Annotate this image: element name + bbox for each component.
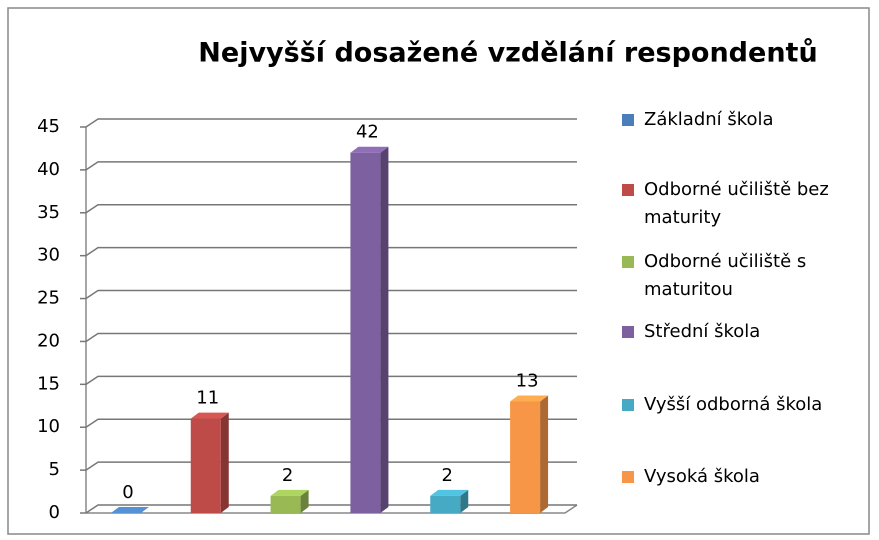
bar-side <box>220 412 229 513</box>
bar <box>350 152 381 513</box>
grid-line <box>85 461 577 471</box>
y-tick-label: 25 <box>37 288 60 309</box>
legend-entry: Vysoká škola <box>622 463 854 491</box>
y-tick-label: 45 <box>37 116 60 137</box>
bar-side <box>380 146 389 513</box>
grid-line <box>85 246 577 257</box>
bar-side <box>300 489 309 513</box>
legend-swatch <box>622 256 634 268</box>
data-label: 2 <box>442 465 453 486</box>
grid-line <box>85 118 577 128</box>
grid-line <box>85 332 577 343</box>
y-tick-label: 0 <box>49 502 60 523</box>
chart-frame <box>7 7 870 535</box>
legend-swatch <box>622 114 634 126</box>
grid-line <box>85 504 577 514</box>
bar <box>190 418 221 513</box>
grid-line <box>85 418 577 428</box>
legend-entry: Vyšší odborná škola <box>622 391 854 419</box>
legend-swatch <box>622 184 634 196</box>
legend-swatch <box>622 326 634 338</box>
floor <box>86 504 578 514</box>
bar <box>510 401 541 513</box>
data-label: 42 <box>356 122 379 143</box>
grid-line <box>85 289 577 300</box>
legend-entry: Střední škola <box>622 318 854 346</box>
legend-entry: Odborné učiliště s maturitou <box>622 248 854 304</box>
y-tick-label: 15 <box>37 373 60 394</box>
legend-label: Vysoká škola <box>644 466 760 487</box>
y-tick-label: 30 <box>37 245 60 266</box>
grid-line <box>85 161 577 171</box>
bar-top <box>110 507 149 513</box>
y-tick-label: 35 <box>37 202 60 223</box>
y-tick-label: 40 <box>37 159 60 180</box>
legend-entry: Odborné učiliště bez maturity <box>622 176 854 232</box>
data-label: 11 <box>196 388 219 409</box>
grid-line <box>85 375 577 385</box>
data-label: 0 <box>122 482 133 503</box>
legend-label: Základní škola <box>644 109 774 130</box>
legend-swatch <box>622 399 634 411</box>
legend-entry: Základní škola <box>622 106 854 134</box>
bar <box>270 495 301 513</box>
chart-title: Nejvyšší dosažené vzdělání respondentů <box>198 38 817 69</box>
bar-top <box>350 146 389 153</box>
bar-side <box>540 395 549 513</box>
legend-label: Vyšší odborná škola <box>644 394 823 415</box>
data-label: 2 <box>282 465 293 486</box>
y-tick-label: 10 <box>37 416 60 437</box>
legend-label: Odborné učiliště bez maturity <box>644 179 829 228</box>
data-label: 13 <box>516 370 539 391</box>
bar-top <box>430 489 469 496</box>
legend-label: Odborné učiliště s maturitou <box>644 251 807 300</box>
y-tick-label: 5 <box>49 459 60 480</box>
bar-side <box>460 489 469 513</box>
legend-swatch <box>622 471 634 483</box>
bar <box>430 495 461 513</box>
y-tick-label: 20 <box>37 330 60 351</box>
bar-top <box>190 412 229 419</box>
bar-top <box>510 395 549 402</box>
legend-label: Střední škola <box>644 321 761 342</box>
bar-top <box>270 489 309 496</box>
grid-line <box>85 204 577 214</box>
